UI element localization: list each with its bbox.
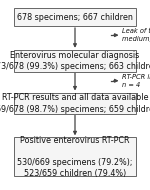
Text: RT-PCR inhibitors,
n = 4: RT-PCR inhibitors, n = 4 [122, 74, 150, 88]
Text: Enterovirus molecular diagnosis
673/678 (99.3%) specimens; 663 children: Enterovirus molecular diagnosis 673/678 … [0, 51, 150, 71]
Text: RT-PCR results and all data available
669/678 (98.7%) specimens; 659 children: RT-PCR results and all data available 66… [0, 93, 150, 114]
Text: Positive enterovirus RT-PCR

530/669 specimens (79.2%);
523/659 children (79.4%): Positive enterovirus RT-PCR 530/669 spec… [17, 136, 133, 178]
FancyBboxPatch shape [14, 50, 136, 72]
Text: Leak of transport
medium, n = 5: Leak of transport medium, n = 5 [122, 28, 150, 42]
Text: 678 specimens; 667 children: 678 specimens; 667 children [17, 13, 133, 22]
FancyBboxPatch shape [14, 8, 136, 26]
FancyBboxPatch shape [14, 137, 136, 176]
FancyBboxPatch shape [14, 93, 136, 114]
